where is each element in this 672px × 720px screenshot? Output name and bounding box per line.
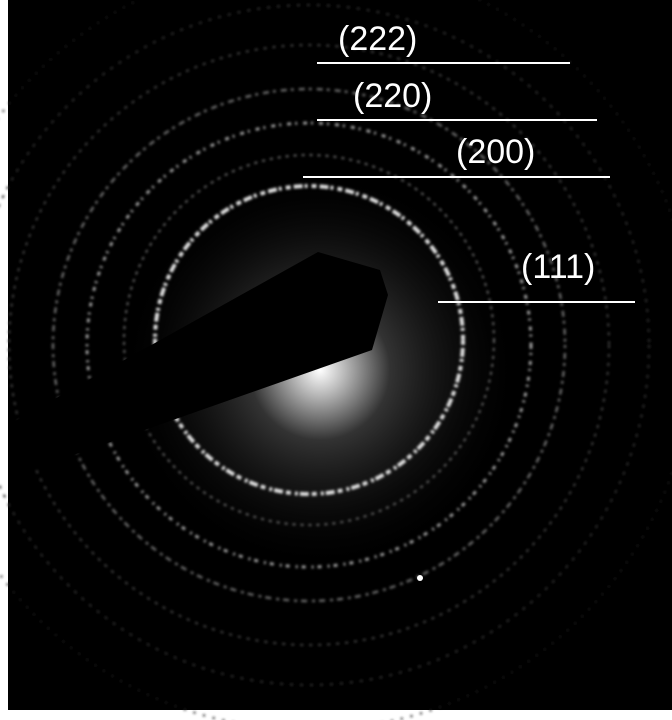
spot: [417, 575, 423, 581]
plane-label: (220): [353, 77, 432, 115]
plane-label: (222): [338, 20, 417, 58]
label-lines: [303, 62, 635, 303]
ring-111: [153, 184, 465, 496]
ring-outer: [8, 44, 610, 646]
ring-200: [123, 154, 495, 526]
ring-222: [51, 87, 567, 603]
central-glow: [120, 170, 520, 570]
ring-220: [85, 121, 533, 569]
beam-stopper: [8, 252, 388, 478]
plane-label: (111): [521, 248, 595, 286]
ring-outer: [0, 4, 650, 686]
plane-label: (200): [456, 133, 535, 171]
